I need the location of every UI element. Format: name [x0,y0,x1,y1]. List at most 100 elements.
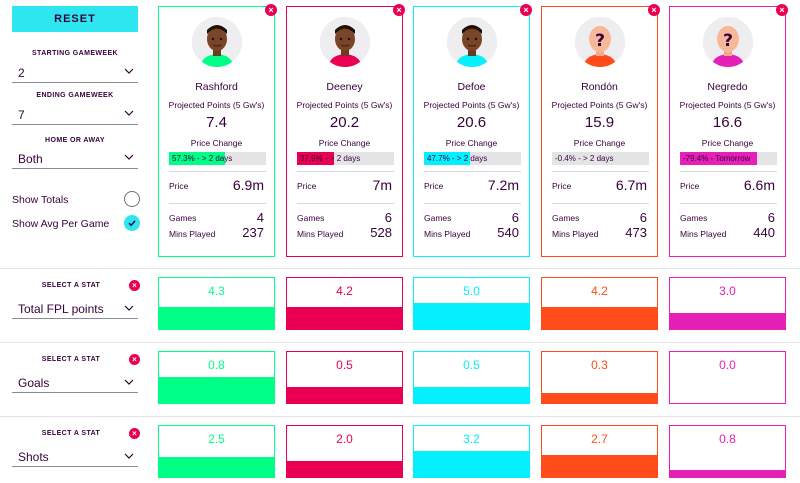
stat-value: 3.2 [463,432,480,446]
stat-value: 0.3 [591,358,608,372]
stat-fill-bar [159,377,274,403]
price-change-text: 57.3% - > 2 days [172,154,233,163]
chevron-down-icon [124,68,134,74]
remove-player-icon[interactable]: × [393,4,405,16]
price-change-text: 47.7% - > 2 days [427,154,488,163]
games-value: 6 [511,210,519,225]
unchecked-circle-icon[interactable] [124,191,140,207]
price-value: 6.9m [232,177,264,193]
games-value: 6 [384,210,392,225]
games-value: 6 [767,210,775,225]
chevron-down-icon [124,453,134,459]
check-circle-icon[interactable] [124,215,140,231]
divider [297,171,394,172]
price-change-bar: 37.9% - > 2 days [297,152,394,165]
remove-stat-icon[interactable]: × [129,354,140,365]
ending-gameweek-select[interactable]: 7 [12,105,138,125]
stat-fill-bar [670,313,785,329]
row-separator [0,268,800,269]
stat-select[interactable]: Shots [12,447,138,467]
price-label: Price [552,181,572,191]
price-value: 7m [372,177,392,193]
mins-played-label: Mins Played [680,229,727,239]
filter-sidebar: RESET STARTING GAMEWEEK 2 ENDING GAMEWEE… [0,0,150,483]
projected-points-value: 15.9 [584,114,615,131]
games-value: 6 [639,210,647,225]
projected-points-value: 16.6 [712,114,743,131]
chevron-down-icon [124,110,134,116]
stat-value: 4.2 [336,284,353,298]
stat-select[interactable]: Total FPL points [12,299,138,319]
stat-fill-bar [287,307,402,329]
show-avg-toggle[interactable]: Show Avg Per Game [12,215,140,233]
player-avatar [447,17,497,67]
divider [169,203,266,204]
stat-fill-bar [670,470,785,477]
stat-value: 0.8 [208,358,225,372]
mins-played-value: 540 [497,225,519,240]
starting-gameweek-label: STARTING GAMEWEEK [31,50,118,57]
divider [297,203,394,204]
player-card: × Rashford Projected Points (5 Gw's) 7.4 Pri… [158,4,277,257]
divider [169,171,266,172]
games-label: Games [552,213,580,223]
mins-played-value: 473 [625,225,647,240]
stat-value: 0.5 [463,358,480,372]
select-stat-label: SELECT A STAT [41,356,101,363]
ending-gameweek-value: 7 [18,107,25,122]
stat-value: 2.5 [208,432,225,446]
home-away-label: HOME OR AWAY [45,137,105,144]
show-totals-toggle[interactable]: Show Totals [12,191,140,209]
player-name: Negredo [707,81,748,93]
price-change-label: Price Change [573,138,626,148]
reset-button[interactable]: RESET [12,6,138,32]
price-value: 6.7m [615,177,647,193]
remove-player-icon[interactable]: × [520,4,532,16]
select-stat-label: SELECT A STAT [41,430,101,437]
stat-value-box: 4.3 [158,277,275,330]
stat-fill-bar [414,303,529,329]
remove-stat-icon[interactable]: × [129,428,140,439]
divider [424,203,521,204]
ending-gameweek-label: ENDING GAMEWEEK [36,92,114,99]
stat-value-box: 3.0 [669,277,786,330]
select-stat-label: SELECT A STAT [41,282,101,289]
stat-fill-bar [287,461,402,477]
stat-value-box: 0.5 [413,351,530,404]
divider [552,203,649,204]
row-separator [0,342,800,343]
games-label: Games [680,213,708,223]
stat-value-box: 2.5 [158,425,275,478]
stat-value-box: 0.5 [286,351,403,404]
stat-fill-bar [414,387,529,403]
player-avatar: ? [703,17,753,67]
player-name: Defoe [457,81,486,93]
stat-value: 0.8 [719,432,736,446]
stat-fill-bar [159,307,274,329]
stat-value-box: 0.8 [158,351,275,404]
stat-value-box: 3.2 [413,425,530,478]
remove-stat-icon[interactable]: × [129,280,140,291]
mins-played-value: 528 [370,225,392,240]
remove-player-icon[interactable]: × [776,4,788,16]
remove-player-icon[interactable]: × [265,4,277,16]
home-away-value: Both [18,151,43,166]
price-change-fill [169,152,225,165]
remove-player-icon[interactable]: × [648,4,660,16]
starting-gameweek-select[interactable]: 2 [12,63,138,83]
divider [552,171,649,172]
player-avatar [320,17,370,67]
divider [680,171,777,172]
player-name: Rashford [195,81,238,93]
price-value: 6.6m [743,177,775,193]
projected-points-label: Projected Points (5 Gw's) [168,100,265,110]
games-label: Games [424,213,452,223]
stat-select-value: Goals [18,375,50,390]
stat-select[interactable]: Goals [12,373,138,393]
stat-value-box: 4.2 [541,277,658,330]
price-label: Price [424,181,444,191]
home-away-select[interactable]: Both [12,149,138,169]
mins-played-value: 237 [242,225,264,240]
price-change-text: -79.4% - Tomorrow [683,154,751,163]
stat-select-value: Shots [18,449,49,464]
